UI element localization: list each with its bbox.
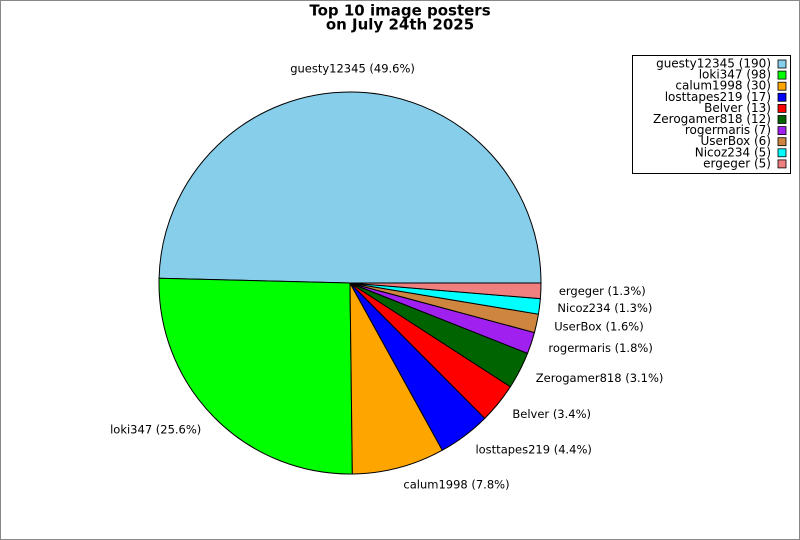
slice-label: calum1998 (7.8%) bbox=[403, 478, 509, 492]
legend-label: Belver (13) bbox=[704, 101, 771, 115]
legend-box bbox=[632, 55, 791, 174]
slice-label: ergeger (1.3%) bbox=[559, 284, 646, 298]
slice-label: rogermaris (1.8%) bbox=[548, 341, 652, 355]
slice-label: guesty12345 (49.6%) bbox=[290, 62, 415, 76]
pie-slice bbox=[158, 91, 542, 284]
legend-label: UserBox (6) bbox=[701, 134, 771, 148]
slice-label: losttapes219 (4.4%) bbox=[475, 443, 591, 457]
slice-label: UserBox (1.6%) bbox=[554, 320, 643, 334]
chart-title: on July 24th 2025 bbox=[326, 16, 474, 34]
legend-swatch bbox=[777, 92, 787, 102]
legend-swatch bbox=[777, 59, 787, 69]
legend-swatch bbox=[777, 148, 787, 158]
legend-swatch bbox=[777, 81, 787, 91]
pie-slice bbox=[158, 277, 353, 475]
chart-title: Top 10 image posters bbox=[309, 2, 490, 20]
legend-swatch bbox=[777, 104, 787, 113]
legend-label: loki347 (98) bbox=[699, 68, 771, 82]
legend-label: calum1998 (30) bbox=[675, 79, 771, 93]
legend-swatch bbox=[777, 137, 787, 147]
legend-label: ergeger (5) bbox=[703, 156, 771, 170]
legend-label: Zerogamer818 (12) bbox=[653, 112, 771, 126]
slice-label: Nicoz234 (1.3%) bbox=[557, 301, 652, 315]
legend-swatch bbox=[777, 70, 787, 80]
pie-slice bbox=[349, 282, 443, 475]
legend-swatch bbox=[777, 115, 787, 124]
pie-slice bbox=[349, 282, 542, 300]
legend-label: losttapes219 (17) bbox=[665, 90, 771, 104]
legend-swatch bbox=[777, 126, 787, 135]
legend-label: Nicoz234 (5) bbox=[695, 145, 771, 159]
legend-swatch bbox=[777, 159, 787, 169]
legend-label: guesty12345 (190) bbox=[656, 57, 771, 71]
slice-label: loki347 (25.6%) bbox=[110, 422, 201, 436]
slice-label: Zerogamer818 (3.1%) bbox=[536, 371, 664, 385]
slice-label: Belver (3.4%) bbox=[512, 407, 591, 421]
legend-label: rogermaris (7) bbox=[685, 123, 771, 137]
